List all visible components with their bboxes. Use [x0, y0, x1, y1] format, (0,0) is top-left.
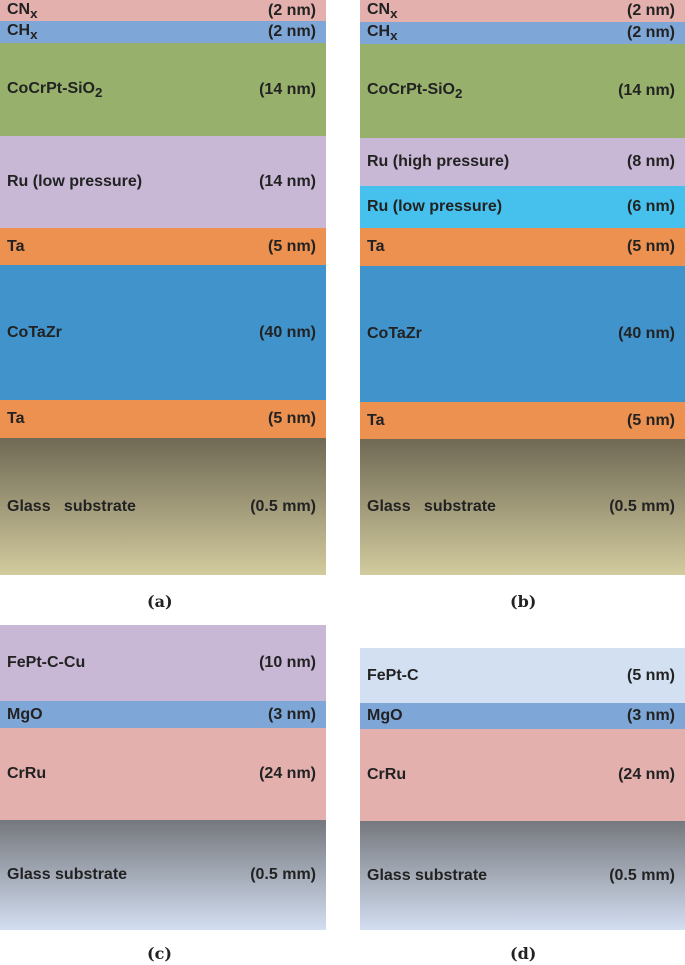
- layer-thickness: (6 nm): [627, 198, 675, 215]
- layer-chx: CHx (2 nm): [0, 21, 326, 43]
- layer-name: MgO: [7, 705, 43, 723]
- layer-cotazr: CoTaZr (40 nm): [360, 266, 685, 402]
- layer-thickness: (24 nm): [259, 765, 316, 782]
- layer-ta-bottom: Ta (5 nm): [0, 400, 326, 438]
- layer-thickness: (5 nm): [627, 238, 675, 255]
- layer-name: MgO: [367, 707, 403, 724]
- layer-thickness: (2 nm): [627, 24, 675, 41]
- layer-fept-c-cu: FePt-C-Cu (10 nm): [0, 625, 326, 701]
- layer-thickness: (24 nm): [618, 766, 675, 783]
- layer-cnx: CNx (2 nm): [360, 0, 685, 22]
- layer-ta-top: Ta (5 nm): [0, 228, 326, 265]
- layer-glass-substrate: Glass substrate (0.5 mm): [0, 438, 326, 575]
- caption-a: (a): [147, 592, 173, 611]
- stack-panel-b: CNx (2 nm) CHx (2 nm) CoCrPt-SiO2 (14 nm…: [360, 0, 685, 575]
- layer-thickness: (40 nm): [618, 325, 675, 342]
- layer-glass-substrate: Glass substrate (0.5 mm): [0, 820, 326, 930]
- layer-name: CNx: [7, 0, 38, 21]
- caption-b: (b): [510, 592, 537, 611]
- layer-thickness: (5 nm): [627, 666, 675, 684]
- layer-cocrpt-sio2: CoCrPt-SiO2 (14 nm): [360, 44, 685, 138]
- layer-glass-substrate: Glass substrate (0.5 mm): [360, 439, 685, 575]
- layer-mgo: MgO (3 nm): [0, 701, 326, 728]
- stack-panel-c: FePt-C-Cu (10 nm) MgO (3 nm) CrRu (24 nm…: [0, 625, 326, 930]
- layer-name: CHx: [7, 21, 38, 43]
- layer-name: Ta: [7, 410, 25, 427]
- layer-cnx: CNx (2 nm): [0, 0, 326, 21]
- layer-thickness: (3 nm): [268, 705, 316, 723]
- layer-name: Glass substrate: [367, 498, 496, 515]
- layer-name: Ta: [7, 237, 25, 255]
- caption-c: (c): [147, 944, 172, 963]
- layer-name: Ru (low pressure): [367, 198, 503, 215]
- layer-thickness: (5 nm): [268, 237, 316, 255]
- layer-thickness: (3 nm): [627, 707, 675, 724]
- layer-name: Glass substrate: [7, 866, 128, 883]
- layer-name: Ru (high pressure): [367, 153, 510, 170]
- layer-thickness: (0.5 mm): [609, 498, 675, 515]
- layer-ta-bottom: Ta (5 nm): [360, 402, 685, 439]
- layer-thickness: (5 nm): [268, 410, 316, 427]
- layer-ru-high-pressure: Ru (high pressure) (8 nm): [360, 138, 685, 186]
- layer-thickness: (10 nm): [259, 654, 316, 671]
- layer-name: CHx: [367, 22, 398, 44]
- layer-name: CoCrPt-SiO2: [367, 80, 463, 102]
- layer-name: Ta: [367, 411, 385, 429]
- layer-thickness: (40 nm): [259, 323, 316, 341]
- layer-name: Ru (low pressure): [7, 173, 143, 190]
- layer-glass-substrate: Glass substrate (0.5 mm): [360, 821, 685, 930]
- layer-thickness: (14 nm): [618, 82, 675, 99]
- layer-thickness: (2 nm): [268, 1, 316, 19]
- layer-thickness: (2 nm): [268, 23, 316, 40]
- layer-thickness: (8 nm): [627, 153, 675, 170]
- layer-thickness: (5 nm): [627, 411, 675, 429]
- layer-thickness: (14 nm): [259, 80, 316, 98]
- layer-fept-c: FePt-C (5 nm): [360, 648, 685, 703]
- layer-name: Ta: [367, 238, 385, 255]
- layer-thickness: (2 nm): [627, 2, 675, 19]
- stack-panel-a: CNx (2 nm) CHx (2 nm) CoCrPt-SiO2 (14 nm…: [0, 0, 326, 575]
- layer-crru: CrRu (24 nm): [0, 728, 326, 820]
- layer-cotazr: CoTaZr (40 nm): [0, 265, 326, 400]
- layer-name: CoTaZr: [367, 325, 422, 342]
- stack-panel-d: FePt-C (5 nm) MgO (3 nm) CrRu (24 nm) Gl…: [360, 648, 685, 930]
- layer-chx: CHx (2 nm): [360, 22, 685, 44]
- layer-thickness: (0.5 mm): [609, 866, 675, 884]
- layer-name: FePt-C: [367, 666, 419, 684]
- layer-name: CoCrPt-SiO2: [7, 79, 103, 100]
- layer-thickness: (0.5 mm): [250, 866, 316, 883]
- layer-ta-top: Ta (5 nm): [360, 228, 685, 266]
- layer-name: CrRu: [7, 765, 47, 782]
- layer-ru-low-pressure: Ru (low pressure) (6 nm): [360, 186, 685, 228]
- layer-name: CrRu: [367, 766, 407, 783]
- caption-d: (d): [510, 944, 537, 963]
- layer-name: CoTaZr: [7, 323, 62, 341]
- layer-thickness: (0.5 mm): [250, 497, 316, 515]
- layer-cocrpt-sio2: CoCrPt-SiO2 (14 nm): [0, 43, 326, 136]
- layer-mgo: MgO (3 nm): [360, 703, 685, 729]
- layer-name: CNx: [367, 0, 398, 22]
- layer-name: FePt-C-Cu: [7, 654, 86, 671]
- layer-thickness: (14 nm): [259, 173, 316, 190]
- layer-name: Glass substrate: [367, 866, 488, 884]
- layer-crru: CrRu (24 nm): [360, 729, 685, 821]
- layer-ru-low-pressure: Ru (low pressure) (14 nm): [0, 136, 326, 228]
- layer-name: Glass substrate: [7, 497, 136, 515]
